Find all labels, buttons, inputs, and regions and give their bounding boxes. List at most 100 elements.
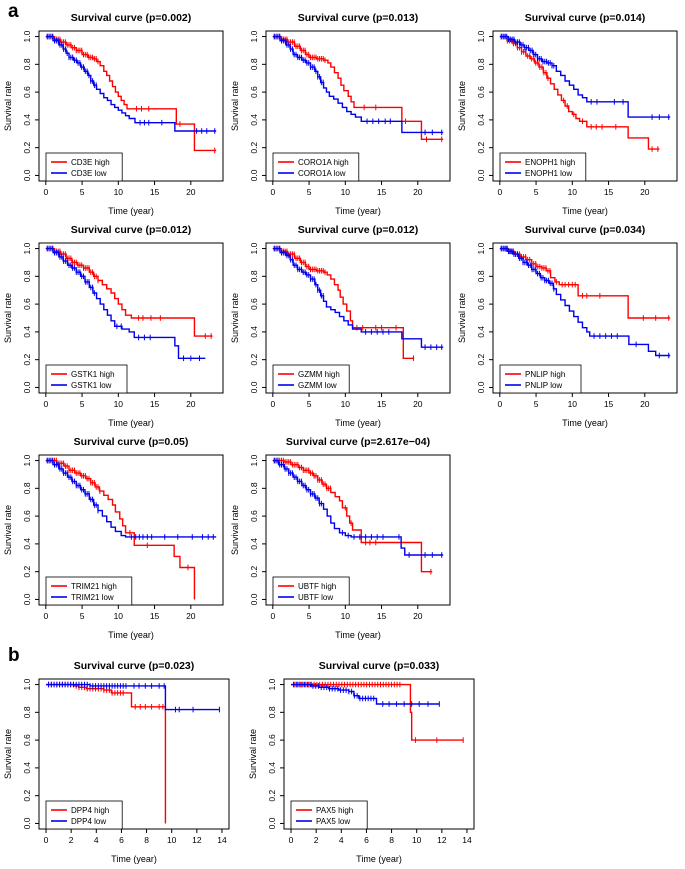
svg-text:20: 20 <box>640 187 650 197</box>
svg-text:0: 0 <box>43 611 48 621</box>
svg-text:20: 20 <box>186 399 196 409</box>
svg-text:0: 0 <box>289 835 294 845</box>
y-axis: 0.0 0.2 0.4 0.6 0.8 1.0 <box>476 30 493 181</box>
plot-title: Survival curve (p=0.023) <box>74 660 195 672</box>
censor-marks-high <box>46 457 189 571</box>
svg-text:0.6: 0.6 <box>476 298 486 310</box>
svg-text:14: 14 <box>217 835 227 845</box>
svg-text:0: 0 <box>44 835 49 845</box>
svg-text:4: 4 <box>339 835 344 845</box>
svg-text:0.8: 0.8 <box>22 58 32 70</box>
curve-low <box>45 247 206 359</box>
curve-high <box>45 35 217 152</box>
svg-text:0.0: 0.0 <box>267 817 277 829</box>
x-axis: 0 2 4 6 8 10 12 14 <box>289 829 472 845</box>
svg-text:0.4: 0.4 <box>249 538 259 550</box>
svg-text:0.6: 0.6 <box>249 86 259 98</box>
curve-low <box>272 459 444 556</box>
x-axis: 0 5 10 15 20 <box>270 181 423 197</box>
svg-text:12: 12 <box>437 835 447 845</box>
legend-label-low: TRIM21 low <box>71 593 114 602</box>
survival-plot-svg: Survival curve (p=0.002) 0 5 10 15 20 Time (ye… <box>3 12 224 216</box>
censor-marks-high <box>500 33 659 152</box>
svg-text:15: 15 <box>150 611 160 621</box>
y-axis-label: Survival rate <box>457 81 467 131</box>
svg-text:0.2: 0.2 <box>476 141 486 153</box>
legend: ENOPH1 high ENOPH1 low <box>499 152 587 182</box>
legend-label-high: GZMM high <box>298 370 340 379</box>
survival-plot-svg: Survival curve (p=0.014) 0 5 10 15 20 Time (ye… <box>457 12 678 216</box>
legend: UBTF high UBTF low <box>272 576 350 606</box>
svg-text:5: 5 <box>80 399 85 409</box>
svg-text:10: 10 <box>114 187 124 197</box>
survival-plot-svg: Survival curve (p=0.013) 0 5 10 15 20 Time (ye… <box>230 12 451 216</box>
x-axis-label: Time (year) <box>335 630 381 640</box>
curve-high <box>291 683 464 741</box>
svg-text:0.4: 0.4 <box>249 326 259 338</box>
curve-low <box>45 35 217 132</box>
svg-text:0.2: 0.2 <box>249 565 259 577</box>
svg-text:0.6: 0.6 <box>476 86 486 98</box>
svg-text:0.4: 0.4 <box>22 326 32 338</box>
survival-plot-svg: Survival curve (p=0.034) 0 5 10 15 20 Time (ye… <box>457 224 678 428</box>
panel-a-plots: Survival curve (p=0.002) 0 5 10 15 20 Time (ye… <box>1 7 685 643</box>
y-axis-label: Survival rate <box>3 293 13 343</box>
svg-text:0.2: 0.2 <box>476 353 486 365</box>
legend-label-low: DPP4 low <box>71 817 106 826</box>
censor-marks-low <box>273 245 443 350</box>
svg-text:0.0: 0.0 <box>476 381 486 393</box>
svg-text:20: 20 <box>413 399 423 409</box>
svg-text:6: 6 <box>119 835 124 845</box>
x-axis-label: Time (year) <box>356 854 402 864</box>
curve-low <box>499 247 671 357</box>
svg-text:0.2: 0.2 <box>22 789 32 801</box>
legend-label-high: TRIM21 high <box>71 582 117 591</box>
svg-text:20: 20 <box>413 187 423 197</box>
svg-text:0.6: 0.6 <box>22 298 32 310</box>
km-plot-coro1a: Survival curve (p=0.013) 0 5 10 15 20 Time (ye… <box>228 7 455 219</box>
legend-label-high: ENOPH1 high <box>525 158 575 167</box>
plot-frame <box>38 30 224 182</box>
legend-label-low: CORO1A low <box>298 169 346 178</box>
censor-marks-low <box>46 33 216 134</box>
svg-text:20: 20 <box>413 611 423 621</box>
svg-text:1.0: 1.0 <box>476 30 486 42</box>
svg-text:0.0: 0.0 <box>22 817 32 829</box>
x-axis-label: Time (year) <box>562 418 608 428</box>
x-axis-label: Time (year) <box>108 418 154 428</box>
plot-frame <box>265 454 451 606</box>
svg-text:0.4: 0.4 <box>22 762 32 774</box>
censor-marks-low <box>500 245 670 359</box>
svg-text:1.0: 1.0 <box>249 454 259 466</box>
x-axis-label: Time (year) <box>108 206 154 216</box>
legend-label-low: CD3E low <box>71 169 107 178</box>
svg-text:0.6: 0.6 <box>249 298 259 310</box>
km-plot-enoph1: Survival curve (p=0.014) 0 5 10 15 20 Time (ye… <box>455 7 682 219</box>
svg-text:2: 2 <box>69 835 74 845</box>
svg-text:5: 5 <box>80 187 85 197</box>
y-axis-label: Survival rate <box>457 293 467 343</box>
svg-text:10: 10 <box>412 835 422 845</box>
svg-text:0: 0 <box>43 399 48 409</box>
svg-text:0.4: 0.4 <box>476 326 486 338</box>
plot-title: Survival curve (p=0.034) <box>525 224 646 236</box>
svg-text:20: 20 <box>640 399 650 409</box>
legend-label-high: PAX5 high <box>316 806 353 815</box>
y-axis: 0.0 0.2 0.4 0.6 0.8 1.0 <box>249 242 266 393</box>
legend-label-low: UBTF low <box>298 593 333 602</box>
km-plot-trim21: Survival curve (p=0.05) 0 5 10 15 20 Time (yea… <box>1 431 228 643</box>
curve-low <box>291 683 440 705</box>
svg-text:0.4: 0.4 <box>476 114 486 126</box>
svg-text:0.8: 0.8 <box>249 58 259 70</box>
survival-plot-svg: Survival curve (p=0.012) 0 5 10 15 20 Time (ye… <box>230 224 451 428</box>
y-axis: 0.0 0.2 0.4 0.6 0.8 1.0 <box>22 454 39 605</box>
svg-text:10: 10 <box>341 187 351 197</box>
censor-marks-high <box>273 33 443 143</box>
svg-text:0.6: 0.6 <box>249 510 259 522</box>
svg-text:0: 0 <box>270 611 275 621</box>
legend-label-high: DPP4 high <box>71 806 109 815</box>
censor-marks-low <box>273 33 443 136</box>
svg-text:0.2: 0.2 <box>22 565 32 577</box>
y-axis-label: Survival rate <box>230 505 240 555</box>
svg-text:0.0: 0.0 <box>249 593 259 605</box>
